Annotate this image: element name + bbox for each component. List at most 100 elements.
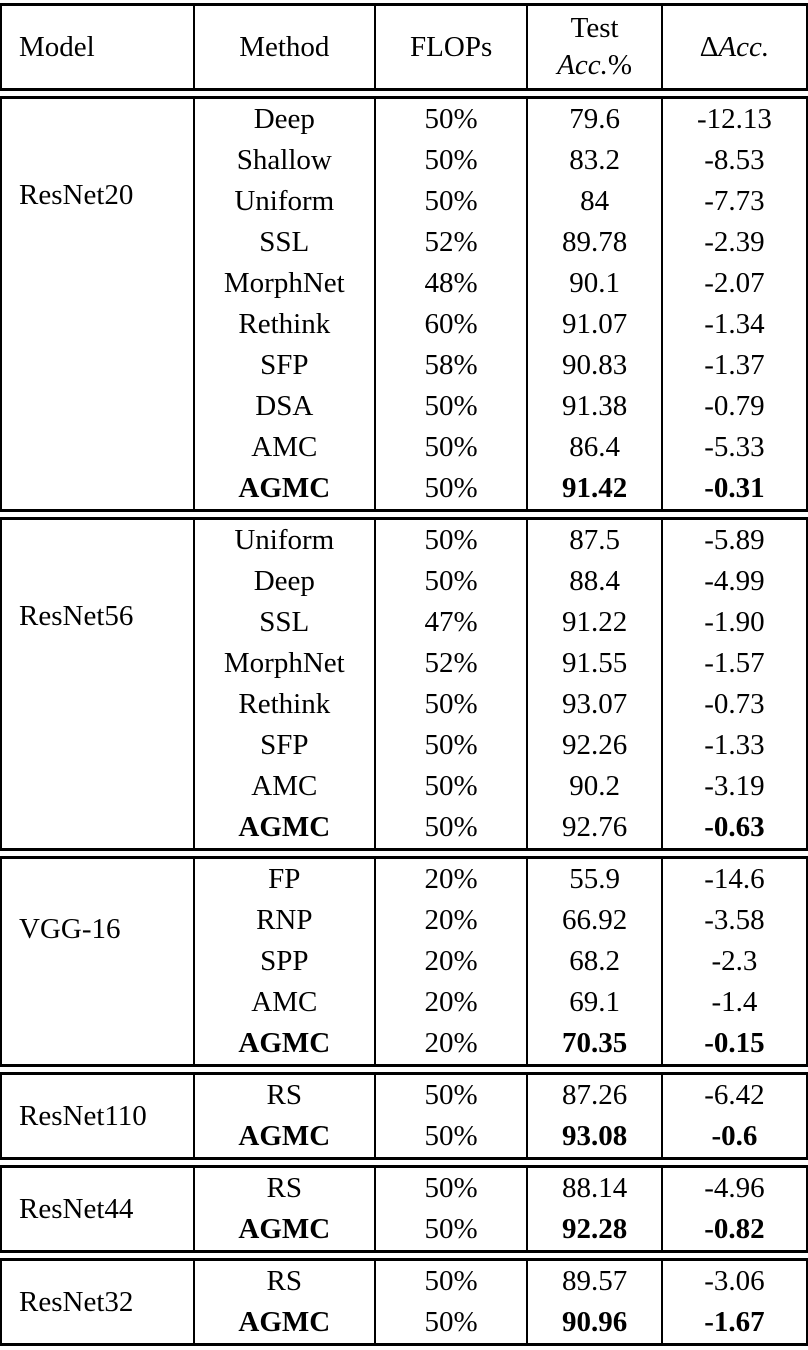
flops-cell: 50% bbox=[374, 518, 529, 561]
model-name: ResNet110 bbox=[1, 1073, 195, 1159]
delta-cell: -1.37 bbox=[704, 349, 765, 381]
flops-cell: 20% bbox=[374, 982, 529, 1023]
method-cell: RS bbox=[193, 1166, 376, 1209]
method-cell: SSL bbox=[193, 222, 376, 263]
method-cell: Uniform bbox=[193, 181, 376, 222]
method-cell: AGMC bbox=[193, 1023, 376, 1066]
table-row: ResNet56 Uniform 50% 87.5 -5.89 bbox=[1, 518, 807, 850]
flops-cell: 20% bbox=[374, 857, 529, 900]
acc-cell: 91.22 bbox=[527, 602, 663, 643]
delta-cell: -4.96 bbox=[704, 1172, 765, 1204]
header-test-acc-line2: Acc.% bbox=[557, 49, 633, 81]
method-cell: SFP bbox=[193, 345, 376, 386]
flops-cell: 20% bbox=[374, 1023, 529, 1066]
acc-cell: 79.6 bbox=[527, 97, 663, 140]
method-cell: RS bbox=[193, 1259, 376, 1302]
model-name: ResNet32 bbox=[1, 1259, 195, 1345]
method-cell: SFP bbox=[193, 725, 376, 766]
flops-cell: 20% bbox=[374, 941, 529, 982]
method-cell: AGMC bbox=[193, 1302, 376, 1345]
acc-cell: 68.2 bbox=[527, 941, 663, 982]
table-row: Rethink 50% 93.07 -0.73 bbox=[1, 684, 807, 725]
delta-cell: -2.07 bbox=[704, 267, 765, 299]
delta-cell: -0.63 bbox=[704, 811, 765, 843]
method-cell: AMC bbox=[193, 766, 376, 807]
acc-cell: 66.92 bbox=[527, 900, 663, 941]
flops-cell: 50% bbox=[374, 97, 529, 140]
table-row: ResNet44 RS 50% 88.14 -4.96 bbox=[1, 1166, 807, 1252]
flops-cell: 60% bbox=[374, 304, 529, 345]
delta-cell: -1.34 bbox=[704, 308, 765, 340]
delta-cell: -4.99 bbox=[704, 565, 765, 597]
delta-cell: -5.89 bbox=[704, 524, 765, 556]
delta-cell: -1.90 bbox=[704, 606, 765, 638]
acc-cell: 88.14 bbox=[527, 1166, 663, 1209]
flops-cell: 50% bbox=[374, 807, 529, 850]
acc-cell: 70.35 bbox=[527, 1023, 663, 1066]
table-row: AGMC 50% 93.08 -0.6 bbox=[1, 1116, 807, 1159]
table-row: AGMC 50% 90.96 -1.67 bbox=[1, 1302, 807, 1345]
delta-cell: -12.13 bbox=[696, 103, 772, 135]
acc-cell: 92.26 bbox=[527, 725, 663, 766]
delta-cell: -2.3 bbox=[711, 945, 758, 977]
flops-cell: 50% bbox=[374, 684, 529, 725]
acc-cell: 89.78 bbox=[527, 222, 663, 263]
table-row: MorphNet 48% 90.1 -2.07 bbox=[1, 263, 807, 304]
delta-cell: -3.19 bbox=[704, 770, 765, 802]
header-delta-acc: ΔAcc. bbox=[699, 30, 770, 63]
delta-cell: -5.33 bbox=[704, 431, 765, 463]
method-cell: Rethink bbox=[193, 684, 376, 725]
table-row: ResNet110 RS 50% 87.26 -6.42 bbox=[1, 1073, 807, 1159]
table-row: AGMC 20% 70.35 -0.15 bbox=[1, 1023, 807, 1066]
model-name: ResNet20 bbox=[1, 97, 195, 511]
method-cell: Deep bbox=[193, 97, 376, 140]
table-row: VGG-16 FP 20% 55.9 -14.6 bbox=[1, 857, 807, 1066]
delta-cell: -3.58 bbox=[704, 904, 765, 936]
acc-cell: 92.28 bbox=[527, 1209, 663, 1252]
acc-cell: 89.57 bbox=[527, 1259, 663, 1302]
header-test-acc: Test Acc.% bbox=[527, 4, 663, 90]
acc-cell: 90.83 bbox=[527, 345, 663, 386]
delta-cell: -2.39 bbox=[704, 226, 765, 258]
acc-cell: 91.07 bbox=[527, 304, 663, 345]
table-row: AGMC 50% 92.76 -0.63 bbox=[1, 807, 807, 850]
table-row: Rethink 60% 91.07 -1.34 bbox=[1, 304, 807, 345]
table-row: Uniform 50% 84 -7.73 bbox=[1, 181, 807, 222]
table-row: SPP 20% 68.2 -2.3 bbox=[1, 941, 807, 982]
method-cell: AGMC bbox=[193, 1116, 376, 1159]
section-resnet56: ResNet56 Uniform 50% 87.5 -5.89 Deep 50% 88.4 -4… bbox=[0, 517, 808, 851]
table-row: Deep 50% 88.4 -4.99 bbox=[1, 561, 807, 602]
delta-cell: -7.73 bbox=[704, 185, 765, 217]
method-cell: Uniform bbox=[193, 518, 376, 561]
method-cell: AGMC bbox=[193, 807, 376, 850]
header-row: Model Method FLOPs Test Acc.% ΔAcc. bbox=[1, 4, 807, 90]
delta-cell: -0.15 bbox=[704, 1027, 765, 1059]
method-cell: Rethink bbox=[193, 304, 376, 345]
flops-cell: 50% bbox=[374, 1116, 529, 1159]
flops-cell: 47% bbox=[374, 602, 529, 643]
flops-cell: 50% bbox=[374, 468, 529, 511]
flops-cell: 48% bbox=[374, 263, 529, 304]
acc-cell: 83.2 bbox=[527, 140, 663, 181]
delta-cell: -0.6 bbox=[711, 1120, 758, 1152]
delta-cell: -0.31 bbox=[704, 472, 765, 504]
section-resnet44: ResNet44 RS 50% 88.14 -4.96 AGMC 50% 92.28 -0.82 bbox=[0, 1165, 808, 1253]
acc-cell: 91.55 bbox=[527, 643, 663, 684]
method-cell: Deep bbox=[193, 561, 376, 602]
flops-cell: 52% bbox=[374, 222, 529, 263]
model-name: ResNet44 bbox=[1, 1166, 195, 1252]
section-resnet110: ResNet110 RS 50% 87.26 -6.42 AGMC 50% 93.08 -0.6 bbox=[0, 1072, 808, 1160]
table-row: RNP 20% 66.92 -3.58 bbox=[1, 900, 807, 941]
table-row: SSL 47% 91.22 -1.90 bbox=[1, 602, 807, 643]
method-cell: DSA bbox=[193, 386, 376, 427]
table-row: ResNet20 Deep 50% 79.6 -12.13 bbox=[1, 97, 807, 511]
method-cell: FP bbox=[193, 857, 376, 900]
acc-cell: 86.4 bbox=[527, 427, 663, 468]
delta-cell: -0.79 bbox=[704, 390, 765, 422]
acc-cell: 90.96 bbox=[527, 1302, 663, 1345]
section-resnet20: ResNet20 Deep 50% 79.6 -12.13 Shallow 50% 83.2-… bbox=[0, 96, 808, 512]
table-row: SFP 58% 90.83 -1.37 bbox=[1, 345, 807, 386]
delta-cell: -8.53 bbox=[704, 144, 765, 176]
table-sections: ResNet20 Deep 50% 79.6 -12.13 Shallow 50% 83.2-… bbox=[0, 96, 808, 1346]
flops-cell: 50% bbox=[374, 386, 529, 427]
